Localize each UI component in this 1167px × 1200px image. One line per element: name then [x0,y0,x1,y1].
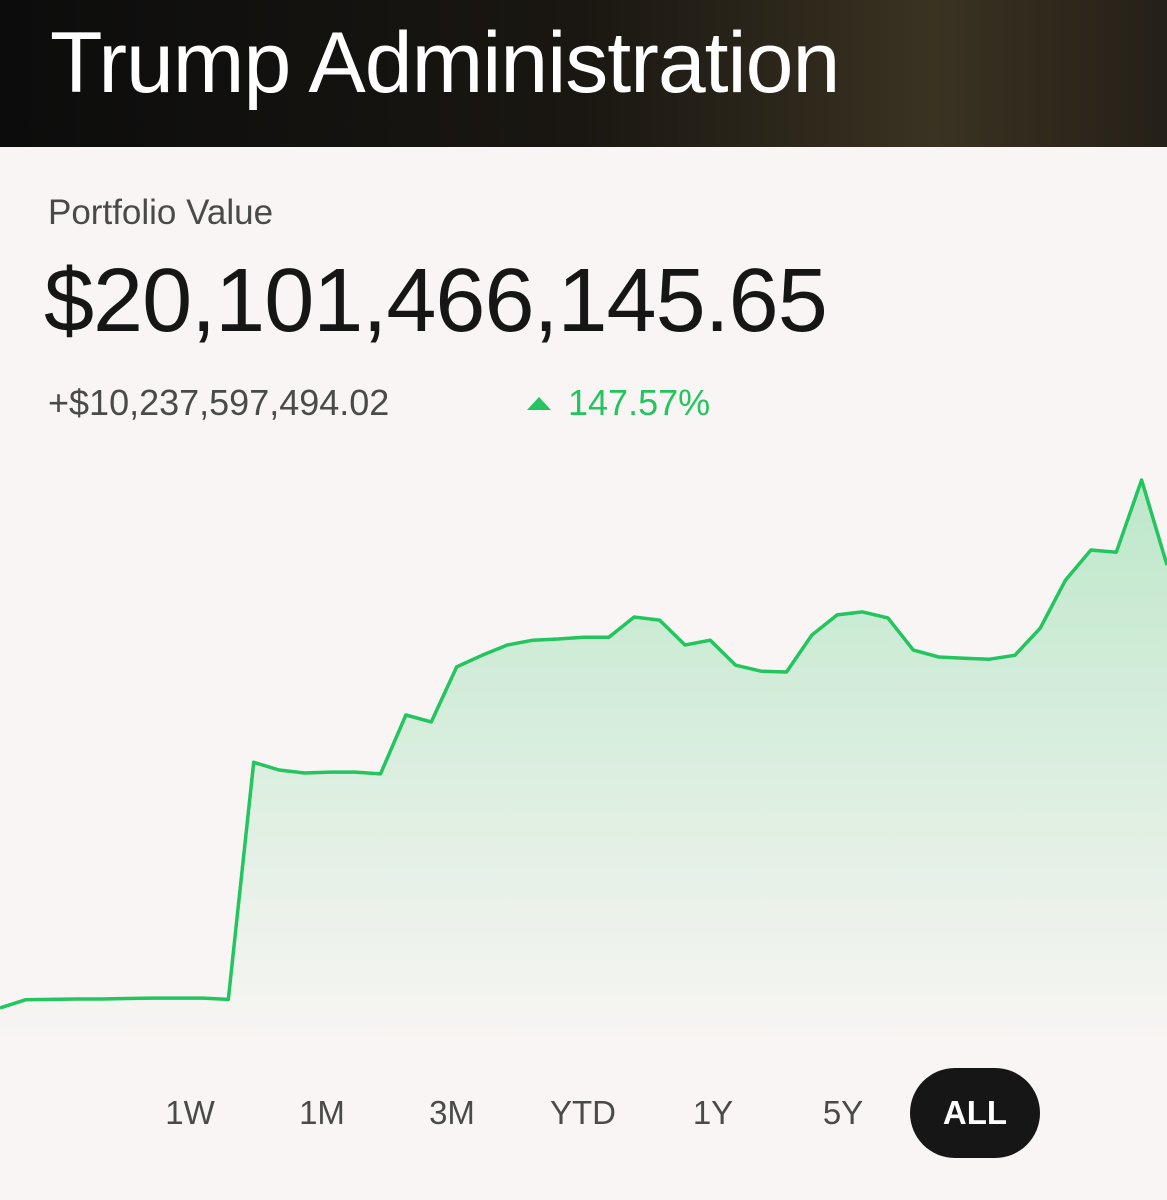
range-button[interactable]: 1W [165,1094,215,1131]
range-button[interactable]: ALL [910,1068,1040,1158]
area [0,480,1167,1050]
portfolio-change: +$10,237,597,494.02 [48,382,390,423]
line [0,478,1167,1010]
portfolio-label: Portfolio Value [48,193,274,232]
up-arrow [527,397,551,410]
range-button[interactable]: 3M [429,1094,475,1131]
range-button[interactable]: 1M [299,1094,345,1131]
header-banner: Trump Administration [0,0,1167,147]
portfolio-change-percent: 147.57% [568,382,711,423]
range-button[interactable]: 5Y [822,1094,864,1131]
page-title: Trump Administration [50,15,840,111]
range-button[interactable]: YTD [550,1094,616,1131]
range-button[interactable]: 1Y [692,1094,734,1131]
portfolio-value: $20,101,466,145.65 [44,251,828,351]
